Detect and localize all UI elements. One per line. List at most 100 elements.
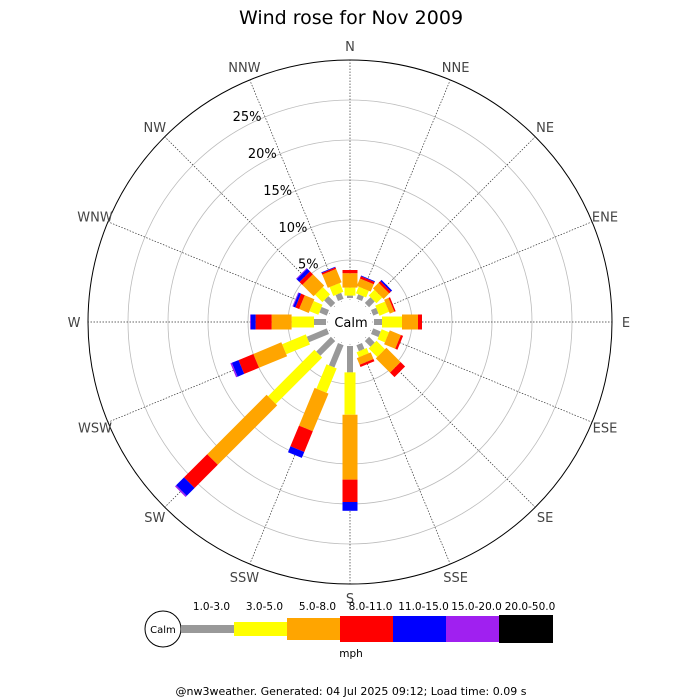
radial-tick-10: 10% [279, 221, 308, 236]
bar-se-bin-2 [368, 340, 385, 357]
legend-label-3: 5.0-8.0 [299, 601, 336, 613]
bar-nw-bin-1 [324, 296, 336, 308]
direction-label-nw: NW [144, 121, 167, 136]
bar-wsw-bin-2 [282, 334, 310, 355]
bar-sse-bin-2 [356, 348, 369, 358]
direction-label-nne: NNE [442, 61, 470, 76]
bar-nw-bin-4 [299, 271, 313, 285]
bar-wnw-bin-4 [295, 293, 305, 309]
direction-label-ene: ENE [592, 210, 618, 225]
direction-label-ese: ESE [593, 422, 618, 437]
direction-label-w: W [68, 316, 81, 331]
bar-sse-bin-1 [356, 343, 365, 352]
legend-unit-label: mph [339, 648, 363, 660]
bar-wsw-bin-6 [230, 362, 238, 378]
direction-label-se: SE [537, 511, 553, 526]
bar-nne [355, 275, 375, 301]
bar-ene-bin-3 [384, 297, 395, 314]
legend-calm-label: Calm [150, 625, 176, 636]
bar-ese-bin-1 [371, 328, 381, 337]
bar-ssw-bin-4 [290, 425, 313, 452]
bar-s [342, 346, 358, 511]
direction-label-wsw: WSW [78, 422, 112, 437]
direction-label-ssw: SSW [230, 571, 260, 586]
bar-wnw-bin-5 [293, 292, 302, 308]
bar-e-bin-1 [374, 319, 382, 325]
bar-sse-bin-3 [356, 352, 374, 365]
bar-nne-bin-5 [360, 275, 375, 282]
bar-sse-bin-4 [359, 359, 375, 367]
bar-ne-bin-4 [378, 281, 391, 294]
bar-w-bin-5 [250, 314, 256, 330]
bar-sse [356, 343, 375, 367]
direction-label-n: N [345, 40, 355, 55]
bar-nw [296, 268, 336, 308]
bar-ssw-bin-2 [316, 364, 337, 393]
radial-tick-20: 20% [248, 147, 277, 162]
bar-ssw [288, 343, 344, 458]
calm-circle: Calm [328, 300, 372, 344]
bar-n-bin-2 [344, 287, 356, 296]
bar-s-bin-1 [347, 346, 353, 373]
bar-nnw-bin-1 [335, 292, 344, 301]
bar-wnw [292, 292, 329, 316]
bar-ene [371, 297, 396, 316]
bar-nnw-bin-5 [321, 266, 336, 274]
legend-swatch-2 [234, 622, 287, 636]
bar-wsw-bin-4 [238, 354, 259, 374]
bar-ese-bin-2 [377, 329, 390, 343]
direction-label-ne: NE [536, 121, 554, 136]
bar-ne-bin-3 [373, 282, 390, 299]
bar-e-bin-3 [402, 314, 418, 330]
bar-ene-bin-1 [371, 307, 379, 316]
bar-sw-bin-6 [175, 485, 187, 497]
direction-label-nnw: NNW [228, 61, 260, 76]
bar-ese [371, 328, 404, 350]
bar-sw-bin-1 [316, 336, 336, 356]
bar-ssw-bin-1 [328, 343, 344, 368]
bar-s-bin-2 [344, 372, 356, 415]
bar-ne-bin-1 [364, 297, 375, 308]
bar-sw-bin-4 [184, 454, 218, 488]
bar-ne [364, 279, 393, 308]
radial-tick-15: 15% [263, 184, 292, 199]
bar-nw-bin-2 [315, 287, 331, 303]
bar-nnw-bin-3 [322, 268, 342, 288]
bar-ssw-bin-3 [299, 387, 329, 432]
wind-bars [175, 266, 422, 511]
bar-n-bin-1 [347, 295, 353, 298]
bar-nne-bin-3 [356, 278, 374, 292]
direction-label-sw: SW [144, 511, 165, 526]
bar-se-bin-3 [375, 347, 401, 373]
bar-nw-bin-3 [302, 274, 325, 297]
bar-s-bin-4 [342, 479, 358, 502]
bar-nnw [321, 266, 344, 301]
bar-e-bin-2 [382, 316, 402, 328]
bar-nne-bin-4 [359, 276, 375, 285]
legend-label-7: 20.0-50.0 [505, 601, 556, 613]
bar-sw-bin-3 [207, 394, 278, 465]
bar-ese-bin-4 [395, 335, 404, 350]
bar-ssw-bin-5 [288, 446, 305, 458]
bar-nne-bin-1 [356, 294, 364, 301]
radial-tick-25: 25% [233, 110, 262, 125]
bar-wnw-bin-2 [309, 301, 323, 315]
bar-wnw-bin-1 [319, 307, 329, 316]
bar-wsw-bin-5 [231, 360, 245, 377]
bar-e [374, 314, 422, 330]
legend-label-2: 3.0-5.0 [246, 601, 283, 613]
bar-w-bin-3 [271, 314, 292, 330]
legend-swatch-3 [287, 618, 340, 640]
bar-sw-bin-2 [268, 349, 323, 404]
bar-se-bin-1 [364, 336, 375, 347]
bar-ene-bin-4 [388, 297, 396, 312]
legend-label-5: 11.0-15.0 [398, 601, 449, 613]
bar-nne-bin-2 [355, 286, 369, 298]
bar-n [342, 270, 358, 298]
bar-se-bin-4 [390, 362, 406, 378]
bar-w-bin-6 [250, 314, 251, 330]
bar-nnw-bin-2 [329, 282, 344, 296]
direction-labels: N NNE NE ENE E ESE SE SSE S SSW SW WSW W WNW NW NNW [68, 40, 631, 607]
bar-n-bin-3 [342, 273, 358, 288]
bar-nw-bin-5 [296, 268, 310, 282]
